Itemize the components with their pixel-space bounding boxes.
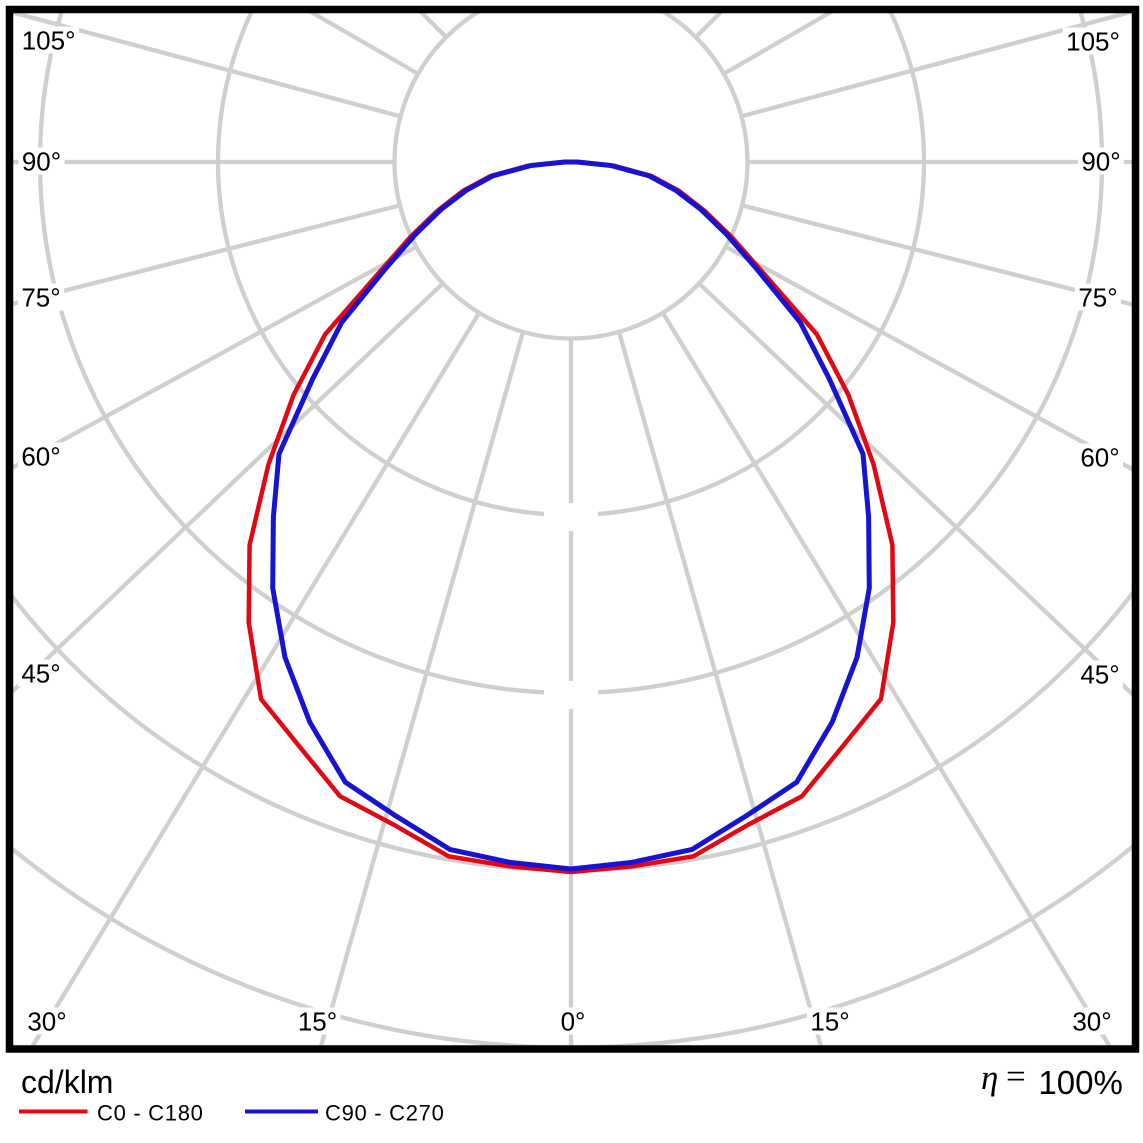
svg-text:15°: 15° — [810, 1007, 849, 1037]
svg-text:30°: 30° — [27, 1007, 66, 1037]
svg-text:75°: 75° — [1078, 283, 1117, 313]
svg-text:75°: 75° — [21, 283, 60, 313]
svg-text:η: η — [981, 1058, 998, 1097]
svg-text:=: = — [1006, 1057, 1026, 1096]
svg-text:0°: 0° — [561, 1007, 586, 1037]
svg-text:100%: 100% — [1038, 1064, 1122, 1101]
svg-text:45°: 45° — [21, 659, 60, 689]
svg-text:45°: 45° — [1080, 660, 1119, 690]
svg-text:cd/klm: cd/klm — [21, 1064, 113, 1100]
svg-text:105°: 105° — [22, 26, 76, 56]
svg-text:C0 - C180: C0 - C180 — [97, 1101, 204, 1126]
svg-text:30°: 30° — [1072, 1007, 1111, 1037]
svg-text:90°: 90° — [22, 147, 61, 177]
svg-text:60°: 60° — [1080, 443, 1119, 473]
svg-text:C90 - C270: C90 - C270 — [325, 1101, 445, 1126]
svg-text:15°: 15° — [298, 1007, 337, 1037]
svg-text:105°: 105° — [1066, 27, 1120, 57]
svg-text:60°: 60° — [21, 442, 60, 472]
svg-text:90°: 90° — [1081, 147, 1120, 177]
